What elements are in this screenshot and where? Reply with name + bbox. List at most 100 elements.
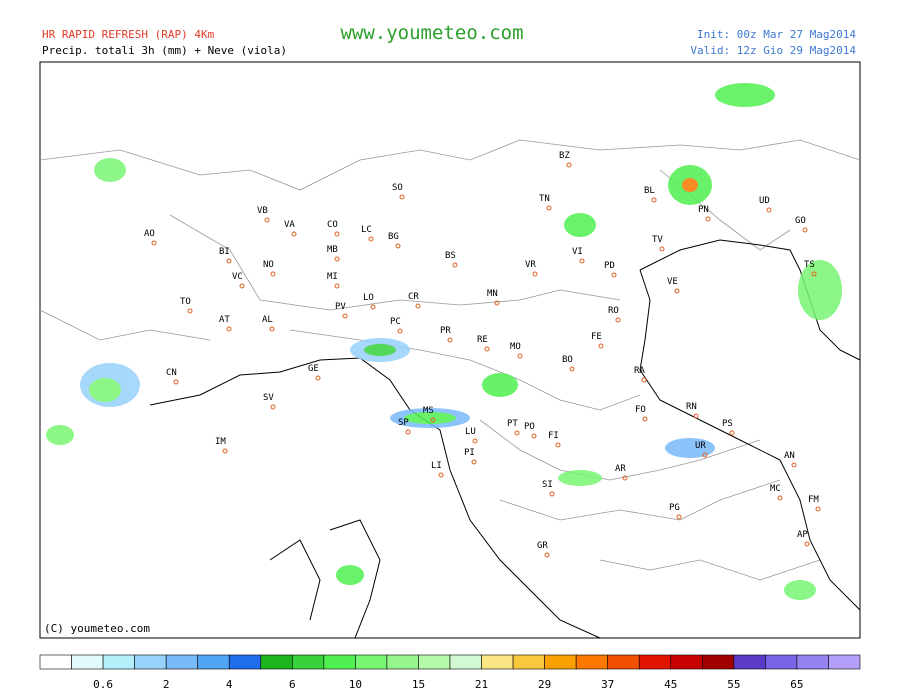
city-label: LI — [431, 461, 442, 471]
city-label: FO — [635, 405, 646, 415]
city-dot — [264, 217, 270, 223]
color-label: 0.6 — [93, 678, 113, 691]
city-dot — [549, 491, 555, 497]
city-dot — [447, 337, 453, 343]
city-label: SI — [542, 480, 553, 490]
city-dot — [484, 346, 490, 352]
city-dot — [334, 283, 340, 289]
city-label: SV — [263, 393, 274, 403]
color-label: 37 — [601, 678, 614, 691]
city-label: VC — [232, 272, 243, 282]
city-label: VE — [667, 277, 678, 287]
city-label: PS — [722, 419, 733, 429]
city-label: VB — [257, 206, 268, 216]
city-label: LU — [465, 427, 476, 437]
color-box — [828, 654, 861, 670]
color-box — [702, 654, 735, 670]
city-dot — [674, 288, 680, 294]
city-label: VI — [572, 247, 583, 257]
color-label: 29 — [538, 678, 551, 691]
city-dot — [729, 430, 735, 436]
valid-time: Valid: 12z Gio 29 Mag2014 — [690, 44, 856, 57]
city-dot — [269, 326, 275, 332]
city-label: RN — [686, 402, 697, 412]
color-box — [449, 654, 482, 670]
city-label: PO — [524, 422, 535, 432]
map: (C) youmeteo.com BZ SO BL PN UD GO TN VB VA CO LC B… — [39, 61, 861, 639]
city-label: PG — [669, 503, 680, 513]
city-label: AO — [144, 229, 155, 239]
city-dot — [815, 506, 821, 512]
city-label: MO — [510, 342, 521, 352]
color-box — [355, 654, 388, 670]
city-label: BS — [445, 251, 456, 261]
city-dot — [222, 448, 228, 454]
city-label: FE — [591, 332, 602, 342]
city-dot — [804, 541, 810, 547]
color-label: 55 — [727, 678, 740, 691]
city-label: PR — [440, 326, 451, 336]
city-label: MI — [327, 272, 338, 282]
city-dot — [399, 194, 405, 200]
color-box — [765, 654, 798, 670]
city-dot — [471, 459, 477, 465]
city-dot — [641, 377, 647, 383]
city-dot — [517, 353, 523, 359]
city-dot — [291, 231, 297, 237]
city-dot — [370, 304, 376, 310]
city-dot — [270, 404, 276, 410]
init-time: Init: 00z Mar 27 Mag2014 — [697, 28, 856, 41]
city-label: SP — [398, 418, 409, 428]
city-label: NO — [263, 260, 274, 270]
city-label: UD — [759, 196, 770, 206]
city-dot — [226, 258, 232, 264]
city-label: IM — [215, 437, 226, 447]
color-label: 2 — [163, 678, 170, 691]
city-dot — [438, 472, 444, 478]
city-dot — [494, 300, 500, 306]
city-dot — [430, 417, 436, 423]
city-dot — [342, 313, 348, 319]
city-label: PI — [464, 448, 475, 458]
city-label: PV — [335, 302, 346, 312]
city-dot — [676, 514, 682, 520]
city-dot — [598, 343, 604, 349]
color-box — [260, 654, 293, 670]
color-label: 6 — [289, 678, 296, 691]
city-label: GE — [308, 364, 319, 374]
city-dot — [791, 462, 797, 468]
site-title: www.youmeteo.com — [340, 22, 523, 44]
color-label: 45 — [664, 678, 677, 691]
precip — [46, 83, 842, 600]
city-dot — [659, 246, 665, 252]
city-label: SO — [392, 183, 403, 193]
color-label: 15 — [412, 678, 425, 691]
city-label: FI — [548, 431, 559, 441]
city-dot — [472, 438, 478, 444]
city-dot — [532, 271, 538, 277]
city-label: PN — [698, 205, 709, 215]
city-dot — [777, 495, 783, 501]
city-label: VR — [525, 260, 536, 270]
copyright: (C) youmeteo.com — [44, 622, 150, 635]
city-dot — [334, 231, 340, 237]
city-dot — [811, 271, 817, 277]
city-dot — [705, 216, 711, 222]
city-dot — [693, 413, 699, 419]
color-box — [228, 654, 262, 670]
city-label: CO — [327, 220, 338, 230]
city-dot — [615, 317, 621, 323]
city-label: PD — [604, 261, 615, 271]
color-label: 10 — [349, 678, 362, 691]
color-box — [481, 654, 514, 670]
city-label: PT — [507, 419, 518, 429]
city-dot — [802, 227, 808, 233]
city-dot — [397, 328, 403, 334]
color-box — [102, 654, 135, 670]
city-dot — [611, 272, 617, 278]
city-label: MN — [487, 289, 498, 299]
city-label: RO — [608, 306, 619, 316]
color-box — [292, 654, 325, 670]
city-label: CR — [408, 292, 419, 302]
